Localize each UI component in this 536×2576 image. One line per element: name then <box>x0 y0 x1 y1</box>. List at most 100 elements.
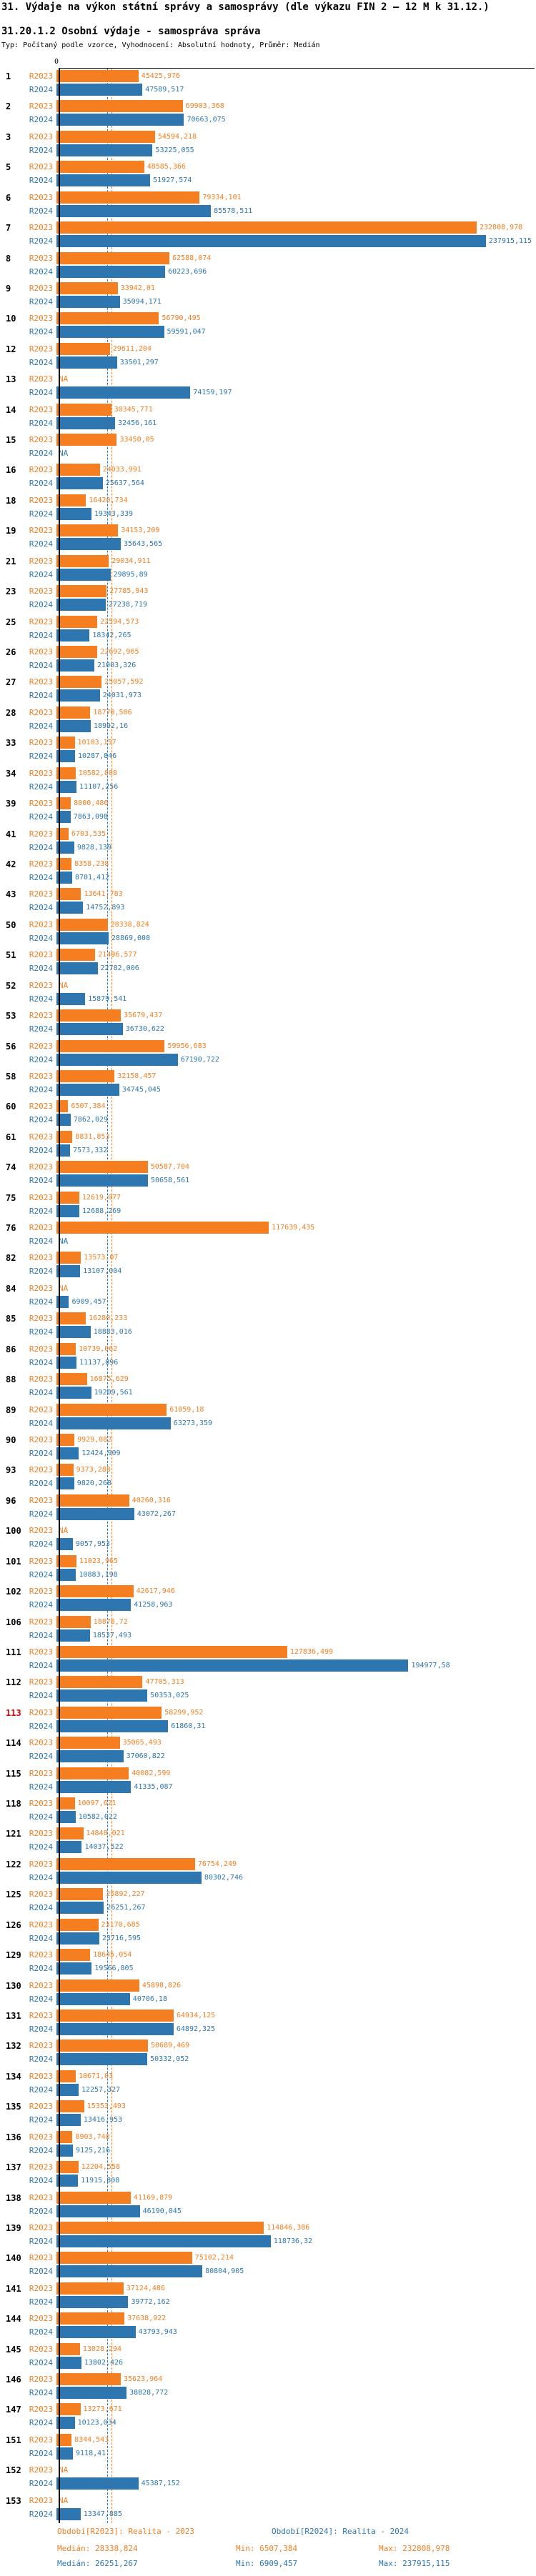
value-label-r2023: 30345,771 <box>114 405 153 414</box>
row-id-label: 18 <box>6 495 16 506</box>
value-label-r2024: 27238,719 <box>108 601 147 609</box>
na-label-r2023: NA <box>59 374 69 384</box>
value-bar-r2024 <box>56 1053 178 1066</box>
value-bar-r2023 <box>56 2433 72 2446</box>
bar-line-r2024: R2024 14037,522 <box>0 1840 536 1854</box>
na-label-r2024: NA <box>59 1237 69 1247</box>
series-label-r2023: R2023 <box>29 2314 53 2324</box>
series-label-r2024: R2024 <box>29 1721 53 1731</box>
bar-line-r2024: R2024 19209,561 <box>0 1386 536 1399</box>
bar-line-r2023: R2023 16280,233 <box>0 1312 536 1325</box>
axis-y-line <box>59 68 60 2523</box>
value-label-r2024: 18883,016 <box>93 1328 132 1337</box>
value-bar-r2024 <box>56 992 86 1005</box>
bar-line-r2024: R2024 38828,772 <box>0 2386 536 2400</box>
row-id-label: 14 <box>6 404 16 415</box>
bar-line-r2023: R2023 16420,734 <box>0 494 536 507</box>
series-label-r2023: R2023 <box>29 344 53 354</box>
value-label-r2024: 41258,963 <box>134 1601 173 1609</box>
row-id-label: 3 <box>6 131 11 142</box>
series-label-r2023: R2023 <box>29 707 53 717</box>
value-label-r2023: 32158,457 <box>117 1072 157 1080</box>
value-bar-r2024 <box>56 356 117 369</box>
row-id-label: 61 <box>6 1132 16 1142</box>
value-bar-r2023 <box>56 1949 91 1962</box>
bar-line-r2024: R2024 24031,973 <box>0 689 536 702</box>
na-label-r2023: NA <box>59 2495 69 2505</box>
value-bar-r2023 <box>56 646 98 659</box>
series-label-r2023: R2023 <box>29 1707 53 1717</box>
value-label-r2024: 13802,426 <box>84 2358 124 2367</box>
value-label-r2023: 40082,599 <box>131 1769 171 1777</box>
bar-line-r2023: R2023 10103,157 <box>0 736 536 749</box>
bar-line-r2023: R2023 35623,964 <box>0 2372 536 2386</box>
chart-row: 136 R2023 8903,748 R2024 9125,216 <box>0 2129 536 2159</box>
bar-line-r2024: R2024 7863,098 <box>0 810 536 824</box>
value-bar-r2023 <box>56 100 183 113</box>
bar-line-r2023: R2023 58299,952 <box>0 1706 536 1719</box>
row-id-label: 140 <box>6 2253 21 2264</box>
bar-line-r2024: R2024 18342,265 <box>0 629 536 642</box>
series-label-r2024: R2024 <box>29 1812 53 1822</box>
value-label-r2024: 12257,327 <box>81 2085 121 2094</box>
row-id-label: 7 <box>6 223 11 234</box>
value-bar-r2024 <box>56 902 84 914</box>
value-bar-r2024 <box>56 1902 104 1914</box>
chart-footer: Období[R2023]: Realita - 2023 Období[R20… <box>0 2523 536 2576</box>
value-label-r2024: 36730,622 <box>125 1025 164 1034</box>
series-label-r2023: R2023 <box>29 889 53 899</box>
chart-row: 140 R2023 75102,214 R2024 80804,905 <box>0 2250 536 2280</box>
bar-line-r2023: R2023 62588,074 <box>0 251 536 265</box>
row-id-label: 13 <box>6 374 16 385</box>
chart-row: 23 R2023 27785,943 R2024 27238,719 <box>0 583 536 613</box>
bar-line-r2024: R2024 7862,029 <box>0 1113 536 1127</box>
series-label-r2024: R2024 <box>29 1176 53 1186</box>
value-label-r2024: 50332,052 <box>150 2055 189 2064</box>
bar-line-r2024: R2024 45387,152 <box>0 2477 536 2490</box>
value-label-r2024: 28869,008 <box>111 934 151 942</box>
value-label-r2023: 6703,535 <box>71 829 106 838</box>
bar-line-r2024: R2024 12688,269 <box>0 1204 536 1218</box>
series-label-r2023: R2023 <box>29 1859 53 1869</box>
value-label-r2023: 8358,238 <box>74 859 109 868</box>
bar-line-r2024: R2024 64892,325 <box>0 2022 536 2036</box>
value-bar-r2024 <box>56 1507 134 1520</box>
value-label-r2024: 13416,953 <box>83 2116 123 2125</box>
bar-line-r2023: R2023 15353,493 <box>0 2100 536 2113</box>
bar-line-r2024: R2024 118736,32 <box>0 2235 536 2248</box>
value-bar-r2023 <box>56 130 155 143</box>
value-label-r2023: 34153,209 <box>121 526 160 535</box>
row-id-label: 34 <box>6 768 16 779</box>
bar-line-r2023: R2023 114846,386 <box>0 2221 536 2235</box>
row-id-label: 9 <box>6 283 11 294</box>
row-id-label: 132 <box>6 2041 21 2052</box>
value-bar-r2024 <box>56 2387 127 2400</box>
bar-line-r2023: R2023 79334,101 <box>0 191 536 204</box>
axis-zero-label: 0 <box>54 58 59 66</box>
bar-line-r2023: R2023 18645,054 <box>0 1948 536 1962</box>
series-label-r2023: R2023 <box>29 1799 53 1809</box>
bar-line-r2023: R2023 11023,965 <box>0 1554 536 1568</box>
bar-line-r2023: R2023 22594,573 <box>0 615 536 629</box>
bar-line-r2024: R2024 29895,89 <box>0 568 536 581</box>
value-bar-r2023 <box>56 1464 74 1477</box>
value-label-r2024: 237915,115 <box>488 237 532 246</box>
series-label-r2024: R2024 <box>29 2448 53 2458</box>
value-label-r2023: 18878,72 <box>93 1617 128 1626</box>
value-label-r2023: 11023,965 <box>79 1557 119 1565</box>
row-id-label: 19 <box>6 526 16 536</box>
value-label-r2024: 34745,045 <box>121 1085 161 1094</box>
series-label-r2024: R2024 <box>29 236 53 246</box>
value-label-r2024: 15879,541 <box>88 994 127 1003</box>
bar-line-r2024: R2024 22782,006 <box>0 962 536 975</box>
value-bar-r2024 <box>56 1599 131 1612</box>
row-id-label: 43 <box>6 889 16 900</box>
series-label-r2024: R2024 <box>29 2479 53 2489</box>
value-label-r2024: 35643,565 <box>124 540 163 549</box>
value-label-r2024: 33501,297 <box>119 358 159 366</box>
chart-row: 135 R2023 15353,493 R2024 13416,953 <box>0 2098 536 2128</box>
bar-line-r2024: R2024 39772,162 <box>0 2295 536 2309</box>
series-label-r2023: R2023 <box>29 2253 53 2263</box>
chart-row: 15 R2023 33450,05 R2024 NA <box>0 431 536 461</box>
value-bar-r2024 <box>56 932 109 944</box>
